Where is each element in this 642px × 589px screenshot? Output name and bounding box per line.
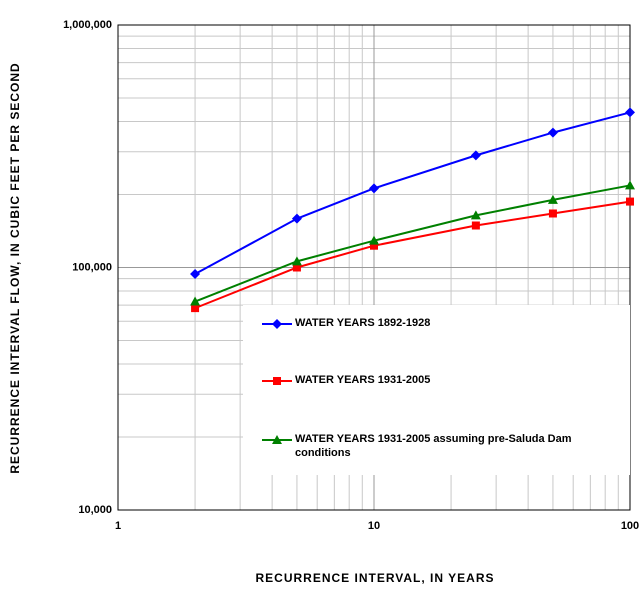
legend-entry: WATER YEARS 1892-1928 <box>295 317 431 329</box>
marker <box>548 209 557 218</box>
marker <box>190 296 201 306</box>
legend-label: WATER YEARS 1892-1928 <box>295 317 431 329</box>
legend-entry: WATER YEARS 1931-2005 <box>295 374 431 386</box>
marker <box>370 241 378 250</box>
marker <box>625 107 635 118</box>
legend-label: WATER YEARS 1931-2005 assuming pre-Salud… <box>295 433 572 459</box>
marker <box>291 213 302 224</box>
legend-box <box>243 305 630 475</box>
marker <box>369 235 379 245</box>
legend-marker <box>272 319 282 329</box>
marker <box>470 210 481 220</box>
series-line <box>194 184 631 303</box>
x-tick-label: 1 <box>115 520 121 532</box>
marker <box>626 197 634 206</box>
series-line <box>194 111 631 275</box>
marker <box>547 127 558 138</box>
marker <box>625 180 635 190</box>
x-tick-label: 10 <box>368 520 380 532</box>
marker <box>291 256 302 266</box>
legend-marker <box>272 435 282 444</box>
marker <box>369 183 379 194</box>
legend-label: WATER YEARS 1931-2005 <box>295 374 431 386</box>
marker <box>191 304 200 313</box>
y-tick-label: 1,000,000 <box>63 19 112 31</box>
x-axis-title: RECURRENCE INTERVAL, IN YEARS <box>255 571 494 585</box>
plot-border <box>117 24 631 511</box>
legend-entry: WATER YEARS 1931-2005 assuming pre-Salud… <box>295 433 572 459</box>
marker <box>547 194 558 204</box>
marker <box>470 150 481 161</box>
marker <box>190 269 201 280</box>
series-line <box>194 200 631 310</box>
legend-marker <box>273 377 281 385</box>
y-tick-label: 10,000 <box>78 504 112 516</box>
y-tick-label: 100,000 <box>72 261 112 273</box>
marker <box>471 221 480 230</box>
x-tick-label: 100 <box>621 520 639 532</box>
marker <box>292 263 301 272</box>
y-axis-title: RECURRENCE INTERVAL FLOW, IN CUBIC FEET … <box>8 62 22 473</box>
